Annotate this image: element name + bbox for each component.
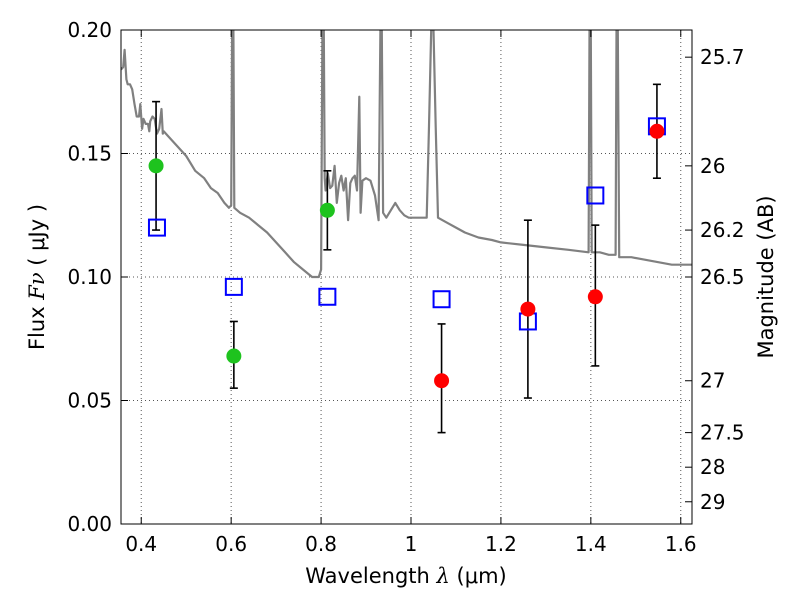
nir-point [587,289,603,305]
x-axis-label: Wavelength λ (μm) [305,564,506,588]
mag-tick-label: 25.7 [700,45,745,69]
detection-point [319,202,335,218]
y-axis-label: Flux Fν ( μJy ) [25,204,49,350]
markers [147,83,666,434]
plot-area [121,30,692,279]
detection-point [226,348,242,364]
x-tick-label: 1.4 [575,532,607,556]
mag-tick-label: 28 [700,455,725,479]
mag-tick-label: 26.2 [700,218,745,242]
mag-tick-label: 26 [700,154,725,178]
detection-point [148,158,164,174]
x-tick-label: 0.8 [305,532,337,556]
y-tick-label: 0.20 [67,18,112,42]
model-photometry-square [224,277,243,296]
y-tick-label: 0.00 [67,512,112,536]
model-photometry-square [432,290,451,309]
model-spectrum-line [121,30,692,279]
y-tick-label: 0.15 [67,142,112,166]
x-tick-label: 1.2 [485,532,517,556]
mag-tick-label: 29 [700,490,725,514]
mag-tick-label: 27.5 [700,421,745,445]
nir-point [520,301,536,317]
mag-tick-label: 26.5 [700,265,745,289]
y-tick-label: 0.05 [67,389,112,413]
x-tick-label: 0.4 [125,532,157,556]
nir-point [649,123,665,139]
ticks: 0.4 0.6 0.8 1 1.2 1.4 1.6 0.00 0.05 0.10 0.15 0.20 2… [67,18,744,556]
x-tick-label: 1 [405,532,418,556]
model-photometry-square [318,287,337,306]
mag-tick-label: 27 [700,369,725,393]
model-photometry-square [586,186,605,205]
y2-axis-label: Magnitude (AB) [754,195,778,358]
y-tick-label: 0.10 [67,265,112,289]
model-photometry-square [147,218,166,237]
nir-point [434,373,450,389]
x-tick-label: 1.6 [665,532,697,556]
x-tick-label: 0.6 [215,532,247,556]
